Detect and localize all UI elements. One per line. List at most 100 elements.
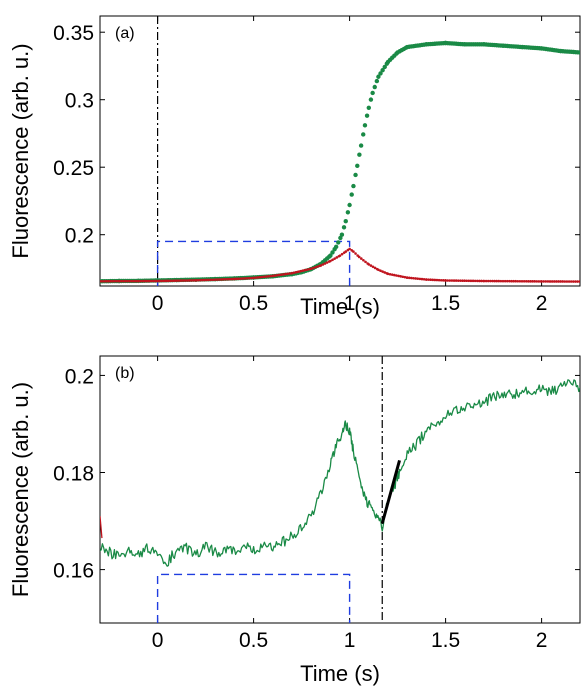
data-point (442, 279, 445, 282)
data-point (557, 280, 560, 283)
y-axis-label: Fluorescence (arb. u.) (8, 382, 33, 597)
data-point (279, 273, 283, 276)
y-tick-label: 0.16 (53, 560, 94, 583)
data-point (196, 278, 200, 282)
data-point (437, 278, 441, 282)
data-point (220, 278, 223, 281)
data-point (309, 267, 313, 271)
data-point (347, 202, 352, 208)
data-point (330, 250, 335, 255)
data-point (288, 272, 292, 275)
data-point (354, 252, 357, 255)
data-point (542, 280, 546, 283)
data-point (286, 272, 289, 276)
data-point (222, 278, 225, 281)
data-point (226, 277, 229, 281)
data-point (414, 277, 417, 280)
data-point (364, 113, 370, 118)
data-point (486, 279, 490, 283)
data-point (252, 276, 255, 280)
data-point (341, 225, 347, 230)
data-point (124, 279, 127, 283)
data-point (239, 277, 243, 280)
data-point (117, 279, 121, 283)
data-point (405, 276, 409, 279)
data-point (333, 257, 336, 260)
data-point (362, 123, 368, 128)
data-point (134, 279, 138, 283)
data-point (141, 279, 144, 283)
data-point (425, 278, 428, 281)
data-point (328, 253, 333, 258)
data-point (217, 278, 221, 281)
data-point (254, 276, 258, 279)
data-point (524, 280, 528, 283)
data-point (115, 279, 119, 283)
data-point (444, 279, 447, 282)
y-tick-label: 0.3 (65, 90, 94, 113)
data-point (336, 240, 341, 245)
data-point (463, 279, 466, 283)
data-point (559, 280, 562, 283)
data-point (260, 275, 264, 279)
data-point (100, 279, 104, 283)
data-point (166, 279, 170, 283)
data-point (484, 279, 488, 283)
data-point (319, 264, 323, 267)
data-point (482, 279, 486, 283)
data-point (357, 255, 361, 259)
data-point (520, 279, 524, 283)
data-point (540, 280, 543, 283)
data-point (390, 273, 394, 276)
data-point (120, 279, 123, 283)
data-point (102, 279, 106, 283)
data-point (113, 279, 117, 283)
data-point (185, 279, 189, 282)
series-line-1 (100, 516, 103, 539)
data-point (578, 280, 580, 283)
data-point (262, 275, 266, 279)
y-tick-label: 0.18 (53, 463, 94, 486)
data-point (427, 278, 430, 281)
data-point (275, 273, 279, 277)
data-point (321, 263, 325, 266)
data-point (143, 279, 147, 283)
data-point (353, 172, 358, 178)
data-point (431, 278, 435, 282)
plot-frame (99, 15, 581, 287)
data-point (348, 247, 351, 251)
data-point (376, 74, 381, 79)
data-point (503, 279, 507, 283)
data-point (362, 258, 365, 262)
data-point (565, 280, 569, 283)
data-point (137, 279, 140, 283)
data-point (393, 273, 396, 277)
data-point (211, 278, 215, 282)
data-point (465, 279, 469, 283)
data-point (256, 276, 260, 279)
data-point (563, 280, 567, 283)
data-point (381, 270, 384, 273)
data-point (364, 260, 367, 264)
data-point (173, 279, 176, 283)
data-point (305, 268, 309, 272)
data-point (198, 278, 202, 282)
data-point (151, 279, 155, 283)
data-point (361, 132, 366, 137)
x-tick-label: 2 (536, 629, 548, 652)
data-point (567, 280, 571, 283)
data-point (111, 279, 114, 283)
data-point (535, 280, 539, 283)
x-tick-label: 0.5 (239, 629, 268, 652)
data-point (422, 277, 426, 281)
data-point (130, 279, 134, 283)
data-point (501, 279, 505, 283)
data-point (294, 270, 298, 274)
data-point (388, 272, 392, 276)
data-point (505, 279, 509, 283)
data-point (344, 250, 348, 253)
data-point (508, 279, 511, 283)
data-point (331, 258, 334, 262)
data-point (429, 278, 432, 282)
